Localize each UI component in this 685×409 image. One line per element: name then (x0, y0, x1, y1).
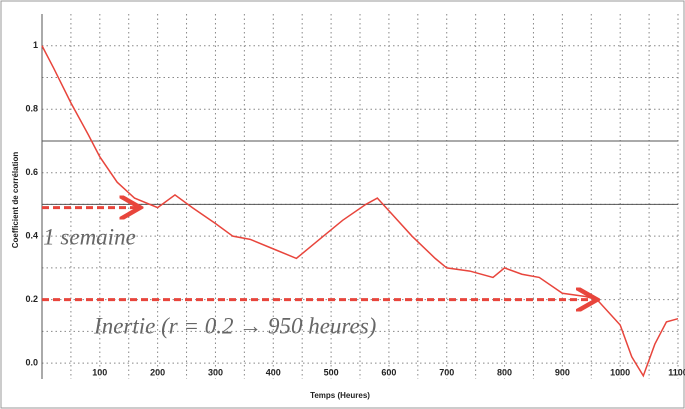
annotation: Inertie (r = 0.2 → 950 heures) (93, 313, 376, 338)
x-tick-label: 300 (208, 367, 223, 377)
x-tick-label: 800 (497, 367, 512, 377)
x-tick-label: 500 (324, 367, 339, 377)
x-tick-label: 700 (439, 367, 454, 377)
x-tick-label: 600 (381, 367, 396, 377)
x-tick-label: 1000 (610, 367, 630, 377)
y-tick-label: 0.2 (25, 294, 38, 304)
x-tick-label: 200 (150, 367, 165, 377)
annotation: 1 semaine (43, 225, 136, 250)
y-tick-label: 0.6 (25, 167, 38, 177)
x-tick-label: 400 (266, 367, 281, 377)
y-tick-label: 0.0 (25, 358, 38, 368)
x-tick-label: 100 (92, 367, 107, 377)
x-tick-label: 900 (555, 367, 570, 377)
x-axis-title: Temps (Heures) (310, 391, 370, 400)
y-tick-label: 1 (33, 40, 38, 50)
y-tick-label: 0.4 (25, 231, 38, 241)
y-axis-title: Coefficient de corrélation (11, 152, 20, 249)
y-tick-label: 0.8 (25, 104, 38, 114)
data-line (41, 45, 679, 378)
